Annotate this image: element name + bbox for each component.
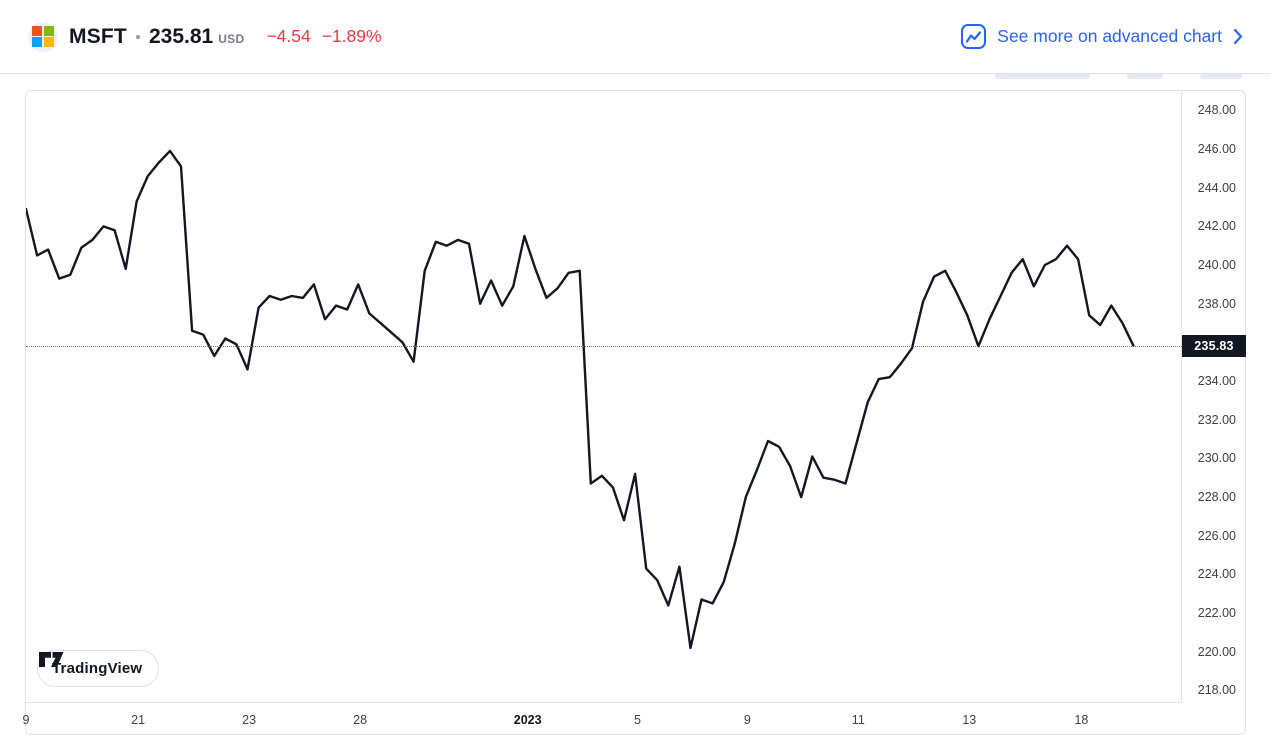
microsoft-logo-icon <box>28 21 58 52</box>
y-axis-label: 244.00 <box>1197 180 1236 195</box>
x-axis-label: 23 <box>242 712 257 727</box>
symbol-header: MSFT 235.81 USD −4.54 −1.89% See more on… <box>0 0 1271 74</box>
clipped-toolbar-stub <box>1200 74 1242 79</box>
clipped-toolbar-stub <box>995 74 1090 79</box>
x-axis-label: 11 <box>851 712 865 727</box>
separator-dot-icon <box>135 34 140 39</box>
chart-widget: TradingView 235.83 248.00 246.00 244.00 242… <box>22 90 1246 735</box>
y-axis-label: 224.00 <box>1197 567 1236 582</box>
y-axis-label: 226.00 <box>1197 528 1236 543</box>
chart-line-icon <box>961 24 987 49</box>
price-change-row: −4.54 −1.89% <box>266 26 381 47</box>
last-price: 235.81 <box>148 24 214 48</box>
clipped-toolbar-stub <box>1127 74 1163 79</box>
x-axis-label: 2023 <box>513 712 542 727</box>
x-axis-label: 21 <box>131 712 146 727</box>
x-axis-label: 28 <box>353 712 368 727</box>
ms-square-red <box>32 25 43 36</box>
y-axis-label: 240.00 <box>1197 258 1236 272</box>
y-axis-label: 220.00 <box>1197 644 1236 659</box>
ms-square-green <box>43 25 54 36</box>
last-price-badge: 235.83 <box>1182 334 1246 357</box>
ms-square-yellow <box>43 37 54 48</box>
advanced-chart-link-label: See more on advanced chart <box>997 26 1222 46</box>
currency-code: USD <box>218 31 245 46</box>
ms-square-blue <box>32 37 43 48</box>
y-axis-label: 248.00 <box>1197 103 1236 118</box>
advanced-chart-link[interactable]: See more on advanced chart <box>961 24 1243 49</box>
y-axis-label: 230.00 <box>1197 451 1236 466</box>
y-axis-label: 242.00 <box>1197 219 1236 234</box>
x-axis-label: 9 <box>743 712 751 727</box>
price-change-absolute: −4.54 <box>266 26 311 46</box>
chevron-right-icon <box>1233 28 1243 45</box>
x-axis-label: 18 <box>1074 712 1089 727</box>
tradingview-logo-icon <box>39 652 64 667</box>
y-axis-label: 218.00 <box>1197 683 1236 698</box>
symbol-ticker: MSFT <box>69 24 127 48</box>
y-axis-label: 232.00 <box>1197 412 1236 427</box>
x-axis-label: 9 <box>22 712 30 727</box>
x-axis-label: 5 <box>634 712 641 727</box>
y-axis-label: 234.00 <box>1197 374 1236 388</box>
price-line-series <box>26 149 1135 650</box>
price-scale-axis[interactable]: 235.83 248.00 246.00 244.00 242.00 240.00 238… <box>1182 91 1246 703</box>
time-scale-axis[interactable]: 9 21 23 28 2023 5 9 11 13 18 <box>22 704 1245 735</box>
tradingview-attribution-link[interactable]: TradingView <box>37 650 160 687</box>
tradingview-attribution-label: TradingView <box>52 660 143 677</box>
y-axis-label: 228.00 <box>1197 490 1236 505</box>
y-axis-label: 246.00 <box>1197 142 1236 156</box>
plot-area[interactable]: TradingView <box>26 91 1182 703</box>
price-change-percent: −1.89% <box>321 26 382 46</box>
last-price-dotted-line <box>26 345 1182 347</box>
x-axis-label: 13 <box>962 712 977 727</box>
y-axis-label: 222.00 <box>1197 606 1236 621</box>
y-axis-label: 238.00 <box>1197 296 1236 311</box>
price-row: 235.81 USD <box>149 25 244 49</box>
